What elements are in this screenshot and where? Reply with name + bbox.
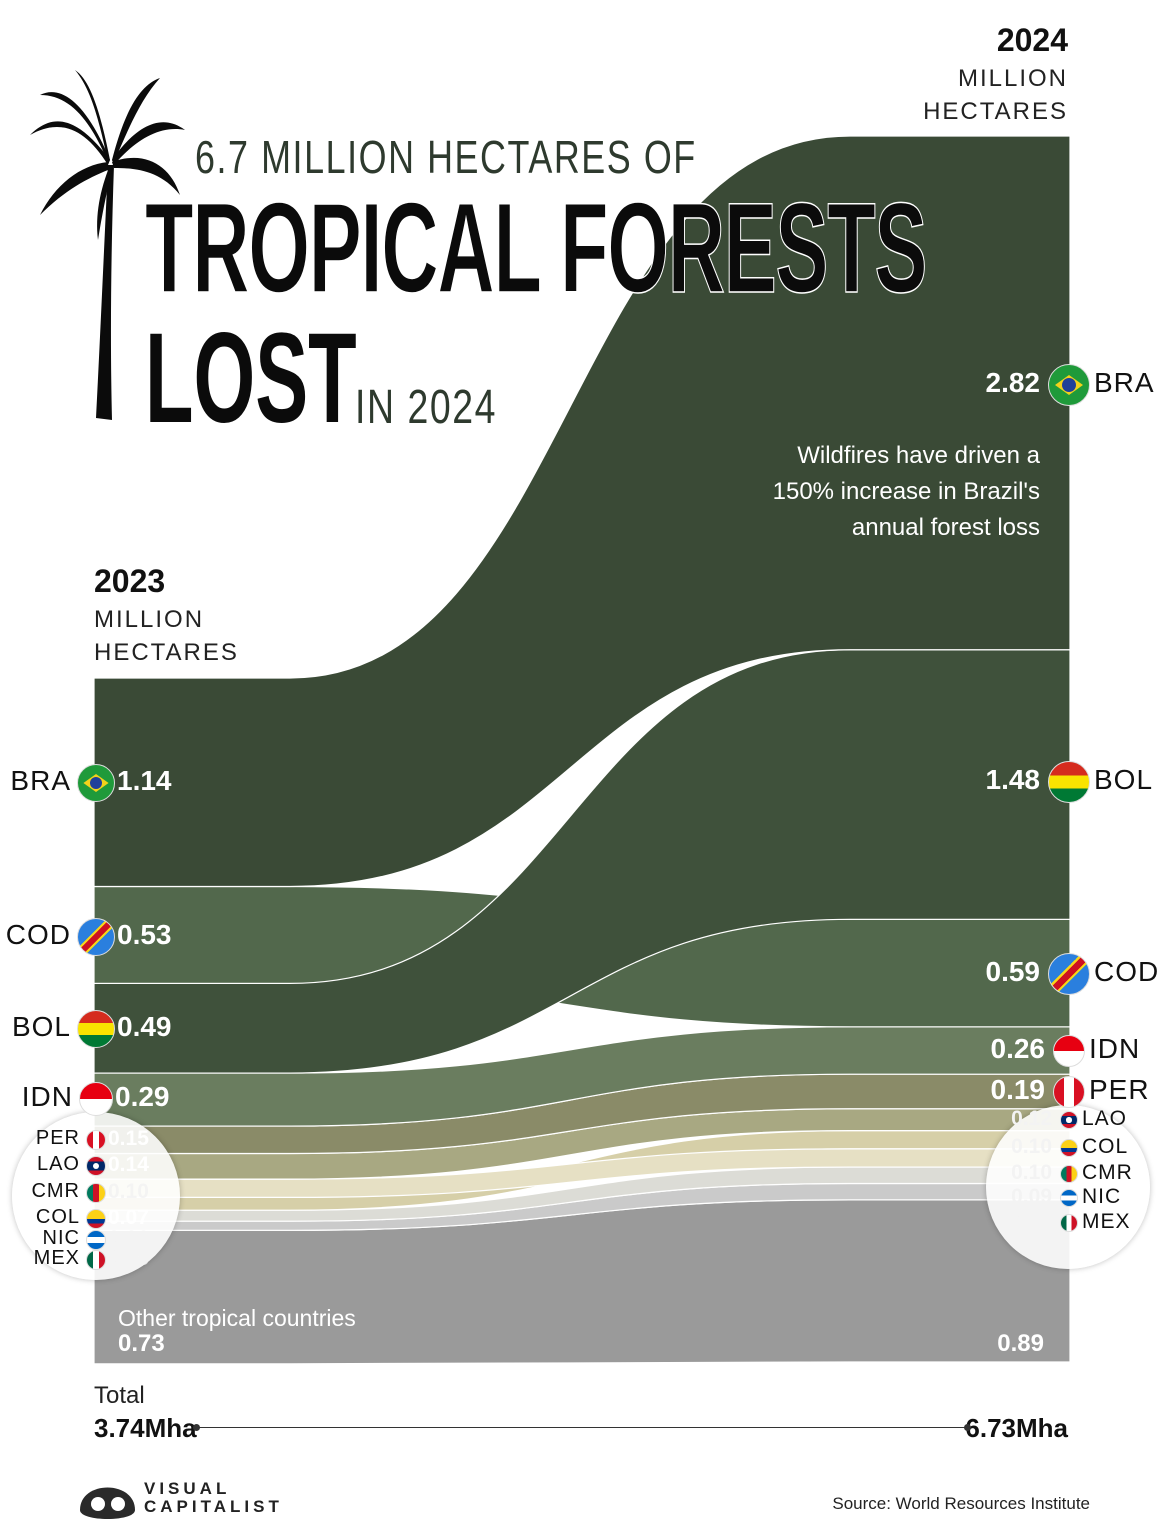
total-2024: 6.73Mha (965, 1413, 1068, 1443)
country-label-2024-idn: IDN (1089, 1033, 1141, 1064)
value-label-2024-mex: 0.09 (1011, 1210, 1052, 1233)
flag-bol-icon (77, 1010, 115, 1048)
value-label-2023-mex: 0.05 (108, 1247, 149, 1270)
flag-lao-icon (1060, 1111, 1078, 1129)
value-label-2024-cmr: 0.10 (1011, 1161, 1052, 1184)
source-note: Source: World Resources Institute (832, 1494, 1090, 1513)
flag-cmr-icon (86, 1183, 106, 1203)
country-label-2024-cod: COD (1094, 956, 1160, 987)
country-label-2024-bol: BOL (1094, 764, 1154, 795)
country-label-2023-per: PER (35, 1127, 80, 1149)
country-label-2024-cmr: CMR (1082, 1161, 1133, 1184)
left-year: 2023 (94, 563, 166, 599)
flag-per-icon (86, 1130, 106, 1150)
country-label-2023-cmr: CMR (31, 1180, 80, 1202)
value-label-2023-bol: 0.49 (117, 1011, 172, 1042)
left-column-header: 2023 MILLION HECTARES (94, 565, 239, 669)
country-label-2023-lao: LAO (36, 1153, 80, 1175)
flag-nic-icon (86, 1230, 106, 1250)
palm-tree-icon (30, 70, 185, 420)
right-unit-1: MILLION (957, 65, 1068, 92)
country-label-2023-idn: IDN (21, 1081, 73, 1112)
flow-bra (93, 135, 1071, 888)
flag-per-icon (1053, 1076, 1085, 1108)
value-label-2023-cmr: 0.10 (108, 1180, 149, 1203)
right-legend-circle (986, 1105, 1150, 1269)
flag-mex-icon (86, 1250, 106, 1270)
total-line-end-dot (964, 1424, 971, 1431)
visual-capitalist-logo-icon (80, 1487, 135, 1519)
value-label-2023-idn: 0.29 (115, 1081, 170, 1112)
country-label-2023-col: COL (35, 1206, 80, 1228)
brand-line-2: CAPITALIST (144, 1497, 283, 1516)
total-2023: 3.74Mha (94, 1413, 197, 1443)
value-label-2024-lao: 0.12 (1011, 1107, 1052, 1130)
country-label-2024-lao: LAO (1082, 1107, 1128, 1130)
flag-cmr-icon (1060, 1165, 1078, 1183)
value-label-2024-idn: 0.26 (990, 1033, 1046, 1064)
total-connector-line (193, 1424, 971, 1431)
total-label: Total (94, 1382, 145, 1409)
flag-bol-icon (1048, 761, 1090, 803)
value-label-2023-per: 0.15 (108, 1127, 149, 1150)
value-label-2024-cod: 0.59 (985, 956, 1041, 987)
flag-col-icon (1060, 1139, 1078, 1157)
value-label-2023-bra: 1.14 (117, 765, 172, 796)
country-label-2023-nic: NIC (42, 1227, 80, 1249)
value-label-2023-other: 0.73 (118, 1330, 165, 1357)
flag-idn-icon (79, 1082, 113, 1116)
flag-mex-icon (1060, 1214, 1078, 1232)
country-label-2023-cod: COD (5, 919, 71, 950)
brand-line-1: VISUAL (144, 1479, 231, 1498)
value-label-2024-bol: 1.48 (985, 764, 1041, 795)
page-title-line2: LOST (145, 307, 357, 450)
other-label: Other tropical countries (118, 1305, 356, 1331)
flag-bra-icon (77, 764, 115, 802)
value-label-2023-cod: 0.53 (117, 919, 172, 950)
flag-cod-icon (77, 918, 115, 956)
brand-name: VISUAL CAPITALIST (144, 1480, 283, 1516)
country-label-2023-bra: BRA (10, 765, 71, 796)
country-label-2023-bol: BOL (11, 1011, 71, 1042)
value-label-2023-col: 0.07 (108, 1206, 149, 1229)
country-label-2024-per: PER (1089, 1074, 1150, 1105)
left-unit-2: HECTARES (94, 639, 239, 666)
subtitle: 6.7 MILLION HECTARES OF (195, 131, 697, 183)
sankey-flows (93, 135, 1071, 1365)
page-title: TROPICAL FORESTS (145, 177, 928, 320)
flag-col-icon (86, 1209, 106, 1229)
flag-idn-icon (1053, 1035, 1085, 1067)
annotation-note: Wildfires have driven a 150% increase in… (772, 442, 1040, 541)
right-column-header: 2024 MILLION HECTARES (923, 24, 1068, 128)
left-unit-1: MILLION (94, 606, 205, 633)
value-label-2024-bra: 2.82 (985, 367, 1041, 398)
value-label-2024-col: 0.10 (1011, 1135, 1052, 1158)
country-label-2024-col: COL (1082, 1135, 1129, 1158)
total-line-start-dot (193, 1424, 200, 1431)
flow-idn (93, 1026, 1071, 1127)
right-year: 2024 (996, 22, 1068, 58)
title-suffix: IN 2024 (355, 381, 498, 434)
value-label-2024-other: 0.89 (997, 1330, 1044, 1357)
flag-lao-icon (86, 1156, 106, 1176)
country-label-2023-mex: MEX (33, 1247, 80, 1269)
flag-nic-icon (1060, 1189, 1078, 1207)
value-label-2023-lao: 0.14 (108, 1153, 149, 1176)
country-label-2024-mex: MEX (1082, 1210, 1131, 1233)
country-label-2024-bra: BRA (1094, 367, 1155, 398)
right-unit-2: HECTARES (923, 98, 1068, 125)
flag-bra-icon (1048, 364, 1090, 406)
value-label-2023-nic: 0.06 (108, 1227, 149, 1250)
value-label-2024-per: 0.19 (990, 1074, 1046, 1105)
value-label-2024-nic: 0.09 (1011, 1185, 1052, 1208)
country-label-2024-nic: NIC (1082, 1185, 1122, 1208)
flag-cod-icon (1048, 953, 1090, 995)
